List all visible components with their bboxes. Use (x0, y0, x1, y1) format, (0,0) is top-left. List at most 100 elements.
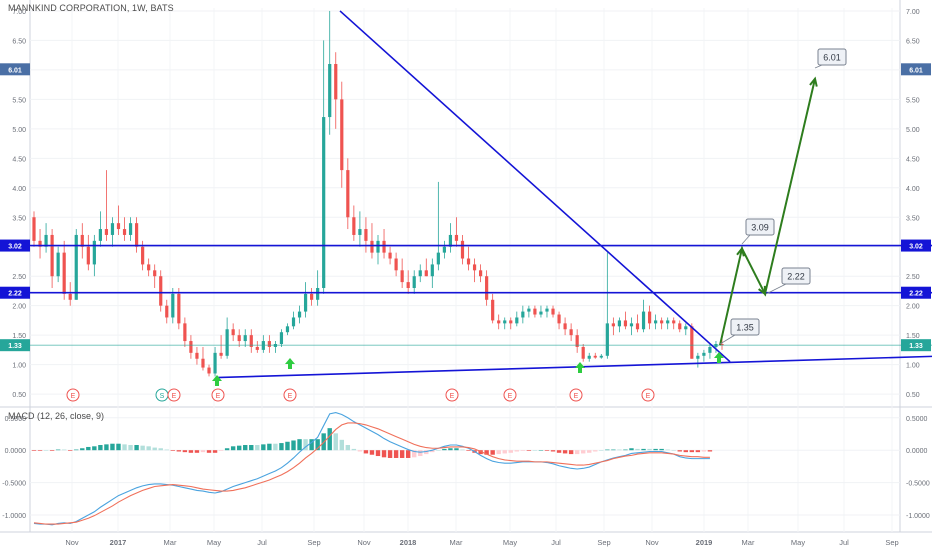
candle-body (370, 240, 374, 253)
macd-histogram-bar (526, 450, 532, 451)
candle-body (605, 323, 609, 356)
earnings-marker (66, 388, 80, 402)
y-tick-label-left: 4.50 (12, 156, 26, 163)
candle-body (708, 346, 712, 353)
x-tick-label: Sep (307, 538, 320, 547)
macd-histogram-bar (580, 450, 586, 454)
macd-line (33, 412, 710, 526)
candle-body (720, 344, 724, 346)
candle-body (92, 240, 96, 265)
x-tick-label: Mar (742, 538, 755, 547)
earnings-marker-label: E (646, 393, 651, 400)
macd-histogram-bar (273, 443, 278, 451)
candle-body (551, 308, 555, 315)
candle-body (702, 352, 706, 356)
earnings-marker-label: E (216, 393, 221, 400)
macd-histogram-bar (357, 450, 363, 452)
macd-histogram-bar (146, 446, 151, 451)
earnings-marker (569, 388, 583, 402)
macd-histogram-bar (556, 450, 562, 453)
candle-body (153, 270, 157, 277)
y-tick-label-right: 7.00 (906, 9, 920, 16)
macd-histogram-bar (188, 450, 194, 453)
candle-body (533, 308, 537, 315)
candle-body (527, 308, 531, 312)
macd-histogram-bar (249, 445, 254, 451)
candle-body (545, 308, 549, 312)
x-tick-label: 2018 (400, 538, 417, 547)
macd-histogram-bar (629, 448, 634, 451)
x-tick-label: Mar (164, 538, 177, 547)
macd-histogram-bar (538, 450, 544, 451)
candle-body (696, 355, 700, 359)
macd-histogram-bar (339, 439, 344, 451)
candle-body (593, 355, 597, 358)
candle-body (466, 258, 471, 265)
earnings-marker-label: E (574, 393, 579, 400)
candle-body (539, 311, 543, 315)
macd-histogram-bar (695, 450, 701, 453)
macd-histogram-bar (134, 445, 139, 451)
candle-body (442, 246, 446, 253)
macd-histogram-bar (677, 450, 682, 452)
symbol-title: MANNKIND CORPORATION, 1W, BATS (8, 3, 174, 13)
macd-histogram-bar (230, 446, 236, 451)
price-label-left-bg (0, 63, 30, 76)
candle-body (68, 293, 72, 300)
macd-histogram-bar (683, 450, 688, 453)
callout-label: 6.01 (823, 53, 841, 63)
macd-histogram-bar (520, 450, 526, 451)
macd-histogram-bar (194, 450, 200, 453)
macd-histogram-bar (267, 443, 272, 451)
candle-body (478, 270, 483, 277)
candle-body (116, 223, 121, 230)
macd-histogram-bar (255, 445, 260, 451)
candle-body (575, 335, 579, 347)
up-arrow-icon (714, 352, 724, 363)
candle-body (340, 99, 344, 171)
price-label-right: 2.22 (909, 291, 923, 298)
macd-histogram-bar (164, 449, 169, 451)
x-tick-label: Nov (357, 538, 371, 547)
macd-y-tick-left: -0.5000 (2, 481, 26, 488)
macd-histogram-bar (182, 450, 188, 453)
macd-indicator-title[interactable]: MACD (12, 26, close, 9) (8, 411, 105, 421)
x-tick-label: 2019 (696, 538, 713, 547)
macd-histogram-bar (236, 445, 242, 451)
macd-histogram-bar (43, 450, 49, 451)
x-tick-label: May (503, 538, 517, 547)
candle-body (225, 329, 229, 356)
x-tick-label: Jul (551, 538, 561, 547)
candle-body (316, 288, 320, 300)
candle-body (654, 320, 658, 324)
candle-body (285, 326, 290, 333)
y-tick-label-right: 6.50 (906, 38, 920, 45)
macd-histogram-bar (665, 449, 670, 451)
candle-body (141, 246, 145, 265)
candle-body (249, 335, 253, 347)
earnings-marker-label: E (508, 393, 513, 400)
candle-body (503, 320, 507, 324)
macd-histogram-bar (550, 450, 556, 452)
y-tick-label-right: 5.00 (906, 127, 920, 134)
y-tick-label-left: 6.50 (12, 38, 26, 45)
macd-histogram-bar (544, 450, 550, 451)
candle-body (491, 299, 495, 321)
candle-body (291, 317, 296, 327)
macd-histogram-bar (605, 449, 610, 451)
x-tick-label: Nov (645, 538, 659, 547)
candle-body (400, 270, 404, 283)
axis-layer: 0.50 0.50 1.00 1.00 1.50 1.50 2.00 2.00 2.50 2.50… (0, 9, 931, 547)
candle-body (207, 367, 211, 374)
projection-arrowhead (758, 285, 767, 296)
candle-body (382, 240, 386, 253)
macd-histogram-bar (484, 450, 489, 455)
candle-body (297, 311, 302, 318)
x-tick-label: Mar (450, 538, 463, 547)
candle-body (237, 335, 241, 342)
y-tick-label-left: 2.50 (12, 274, 26, 281)
candle-body (243, 335, 247, 342)
x-tick-label: May (791, 538, 805, 547)
